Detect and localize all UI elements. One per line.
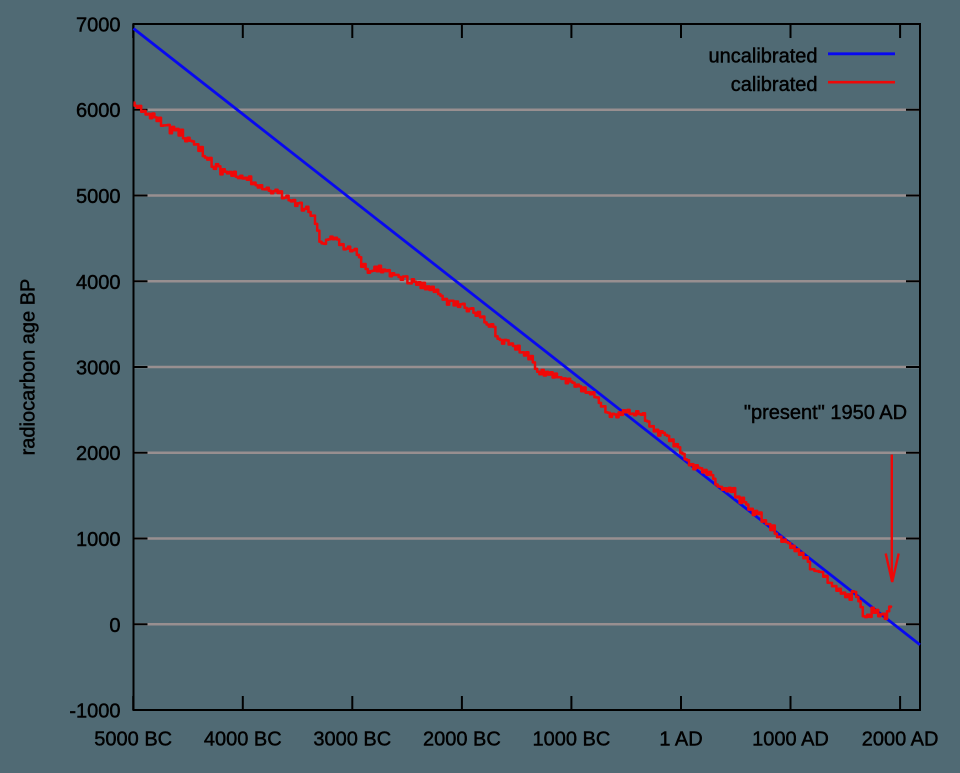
svg-text:4000: 4000 bbox=[76, 272, 121, 294]
svg-text:2000: 2000 bbox=[76, 443, 121, 465]
svg-text:5000 BC: 5000 BC bbox=[94, 729, 172, 751]
svg-text:1000 BC: 1000 BC bbox=[532, 729, 610, 751]
svg-text:5000: 5000 bbox=[76, 186, 121, 208]
svg-text:2000 AD: 2000 AD bbox=[862, 729, 939, 751]
svg-text:6000: 6000 bbox=[76, 100, 121, 122]
svg-text:0: 0 bbox=[109, 615, 120, 637]
svg-text:1000 AD: 1000 AD bbox=[752, 729, 829, 751]
svg-text:1 AD: 1 AD bbox=[659, 729, 702, 751]
svg-text:uncalibrated: uncalibrated bbox=[709, 46, 818, 68]
svg-text:calibrated: calibrated bbox=[731, 74, 818, 96]
svg-text:4000 BC: 4000 BC bbox=[204, 729, 282, 751]
svg-text:1000: 1000 bbox=[76, 529, 121, 551]
svg-text:"present" 1950 AD: "present" 1950 AD bbox=[744, 402, 907, 424]
svg-text:2000 BC: 2000 BC bbox=[423, 729, 501, 751]
svg-text:3000 BC: 3000 BC bbox=[313, 729, 391, 751]
svg-text:-1000: -1000 bbox=[69, 701, 120, 723]
svg-text:3000: 3000 bbox=[76, 358, 121, 380]
svg-text:radiocarbon age BP: radiocarbon age BP bbox=[18, 279, 40, 456]
svg-text:7000: 7000 bbox=[76, 15, 121, 37]
